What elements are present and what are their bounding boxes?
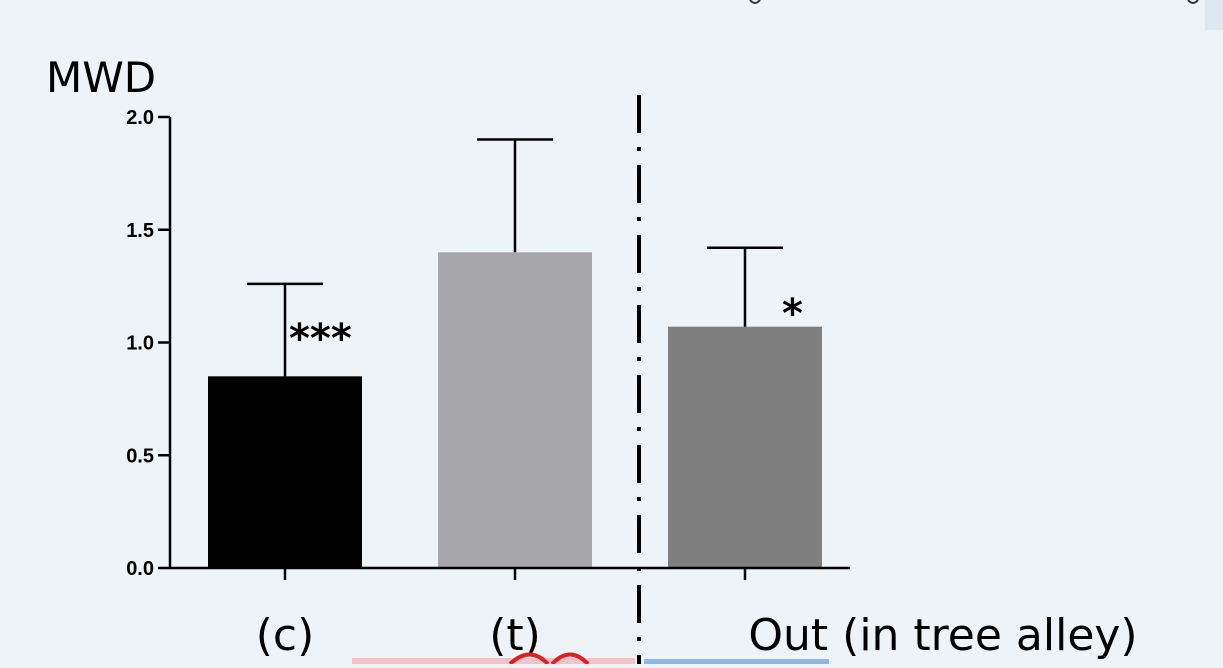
top-edge-shade (1205, 0, 1223, 30)
y-tick-label: 1.0 (126, 333, 154, 355)
bottom-strip-red-mark (508, 652, 590, 666)
bottom-strip-blue (644, 659, 829, 664)
top-edge-curve-right (1187, 0, 1199, 4)
y-tick-label: 0.0 (126, 558, 154, 580)
bar (668, 326, 822, 568)
y-tick-label: 2.0 (126, 107, 154, 129)
x-labels-group: (c) (t) Out (in tree alley) (256, 610, 1138, 661)
bar (438, 252, 592, 569)
x-tick-label: (c) (256, 610, 315, 661)
top-edge-curve-left (749, 0, 761, 4)
x-tick-label: (t) (489, 610, 541, 661)
bar (208, 376, 362, 568)
bottom-strip-pink (352, 658, 635, 664)
significance-group: **** (289, 291, 803, 362)
y-tick-label: 1.5 (126, 220, 154, 242)
y-tick-label: 0.5 (126, 445, 154, 467)
y-axis-label: MWD (46, 53, 156, 102)
error-bars-group (247, 138, 783, 377)
y-ticks-group: 0.0 0.5 1.0 1.5 2.0 (126, 107, 170, 580)
significance-label: *** (289, 316, 352, 362)
bars-group (208, 252, 822, 569)
significance-label: * (782, 291, 803, 337)
x-tick-label: Out (in tree alley) (748, 610, 1137, 661)
top-edge-marks (749, 0, 1223, 30)
